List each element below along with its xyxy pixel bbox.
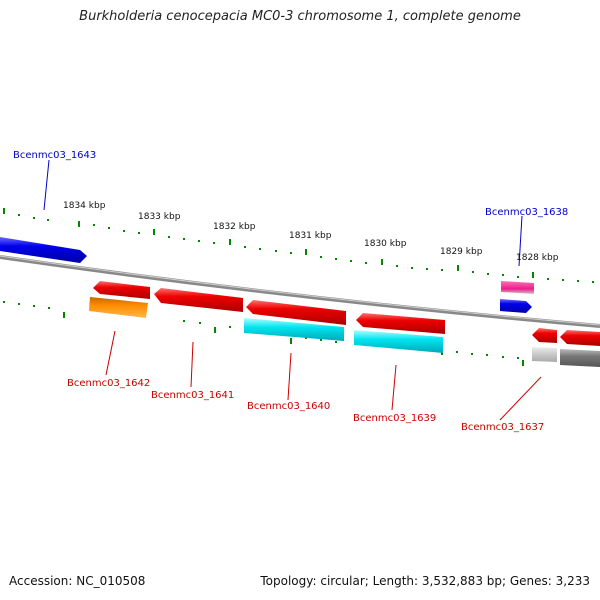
scale-label-1832: 1832 kbp — [213, 222, 256, 232]
gene-label-bcenmc03-1643[interactable]: Bcenmc03_1643 — [13, 150, 96, 161]
gene-label-bcenmc03-1637[interactable]: Bcenmc03_1637 — [461, 422, 544, 433]
gene-bcenmc03-1637-a[interactable] — [532, 328, 557, 343]
scale-label-1831: 1831 kbp — [289, 231, 332, 241]
scale-label-1833: 1833 kbp — [138, 212, 181, 222]
scale-label-1830: 1830 kbp — [364, 239, 407, 249]
reverse-strand-genes — [89, 281, 600, 367]
gene-bcenmc03-1637-gray-a[interactable] — [532, 347, 557, 362]
gene-bcenmc03-1637-b[interactable] — [560, 330, 600, 346]
gene-label-bcenmc03-1639[interactable]: Bcenmc03_1639 — [353, 413, 436, 424]
genome-info-text: Topology: circular; Length: 3,532,883 bp… — [260, 574, 590, 588]
gene-bcenmc03-1637-gray-b[interactable] — [560, 349, 600, 367]
chromosome-backbone — [0, 255, 600, 328]
gene-bcenmc03-1638-rna[interactable] — [501, 281, 534, 294]
outer-scale-ring — [3, 208, 594, 283]
gene-label-bcenmc03-1640[interactable]: Bcenmc03_1640 — [247, 401, 330, 412]
scale-label-1829: 1829 kbp — [440, 247, 483, 257]
scale-label-1834: 1834 kbp — [63, 201, 106, 211]
gene-bcenmc03-1638[interactable] — [500, 299, 532, 313]
gene-bcenmc03-1643[interactable] — [0, 237, 87, 263]
genome-title: Burkholderia cenocepacia MC0-3 chromosom… — [79, 9, 521, 24]
gene-label-bcenmc03-1642[interactable]: Bcenmc03_1642 — [67, 378, 150, 389]
inner-scale-ring — [3, 301, 524, 366]
gene-bcenmc03-1640[interactable] — [246, 300, 346, 325]
forward-strand-genes — [0, 237, 534, 313]
gene-label-bcenmc03-1638[interactable]: Bcenmc03_1638 — [485, 207, 568, 218]
scale-labels: 1834 kbp 1833 kbp 1832 kbp 1831 kbp 1830… — [63, 201, 559, 263]
gene-labels: Bcenmc03_1643 Bcenmc03_1638 Bcenmc03_164… — [13, 150, 568, 433]
label-leader-lines — [43, 159, 542, 421]
gene-bcenmc03-1641[interactable] — [154, 288, 243, 312]
gene-bcenmc03-1639[interactable] — [356, 313, 445, 334]
gene-bcenmc03-1640-alt[interactable] — [244, 318, 344, 341]
gene-bcenmc03-1639-alt[interactable] — [354, 330, 443, 353]
scale-label-1828: 1828 kbp — [516, 253, 559, 263]
accession-text: Accession: NC_010508 — [9, 574, 146, 588]
gene-bcenmc03-1642[interactable] — [93, 281, 150, 299]
gene-bcenmc03-1642-alt[interactable] — [89, 297, 148, 318]
gene-label-bcenmc03-1641[interactable]: Bcenmc03_1641 — [151, 390, 234, 401]
